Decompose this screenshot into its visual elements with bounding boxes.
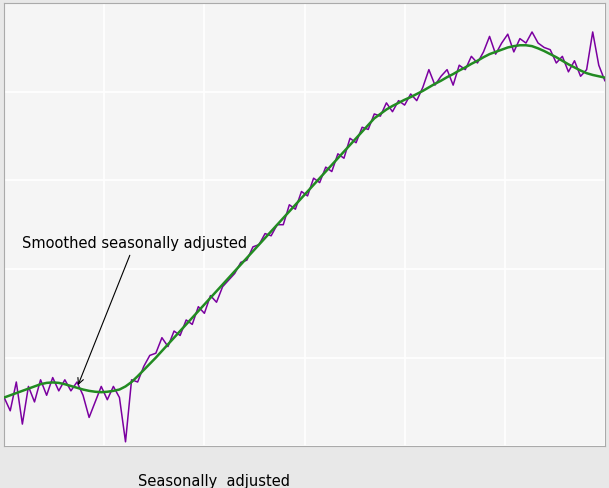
Text: Smoothed seasonally adjusted: Smoothed seasonally adjusted [23, 235, 247, 384]
Text: Seasonally  adjusted: Seasonally adjusted [138, 473, 290, 488]
